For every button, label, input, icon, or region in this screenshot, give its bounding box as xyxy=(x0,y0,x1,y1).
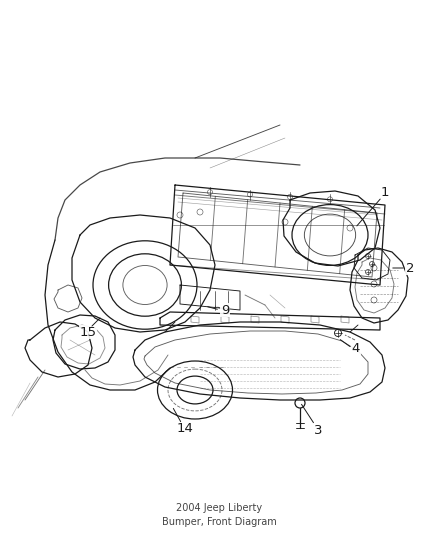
Text: 2004 Jeep Liberty
Bumper, Front Diagram: 2004 Jeep Liberty Bumper, Front Diagram xyxy=(162,503,276,527)
Text: 2: 2 xyxy=(406,262,414,274)
Text: 4: 4 xyxy=(352,342,360,354)
Text: 9: 9 xyxy=(221,303,229,317)
Text: 1: 1 xyxy=(381,185,389,198)
Text: 14: 14 xyxy=(177,422,194,434)
Text: 3: 3 xyxy=(314,424,322,437)
Text: 15: 15 xyxy=(80,326,96,338)
